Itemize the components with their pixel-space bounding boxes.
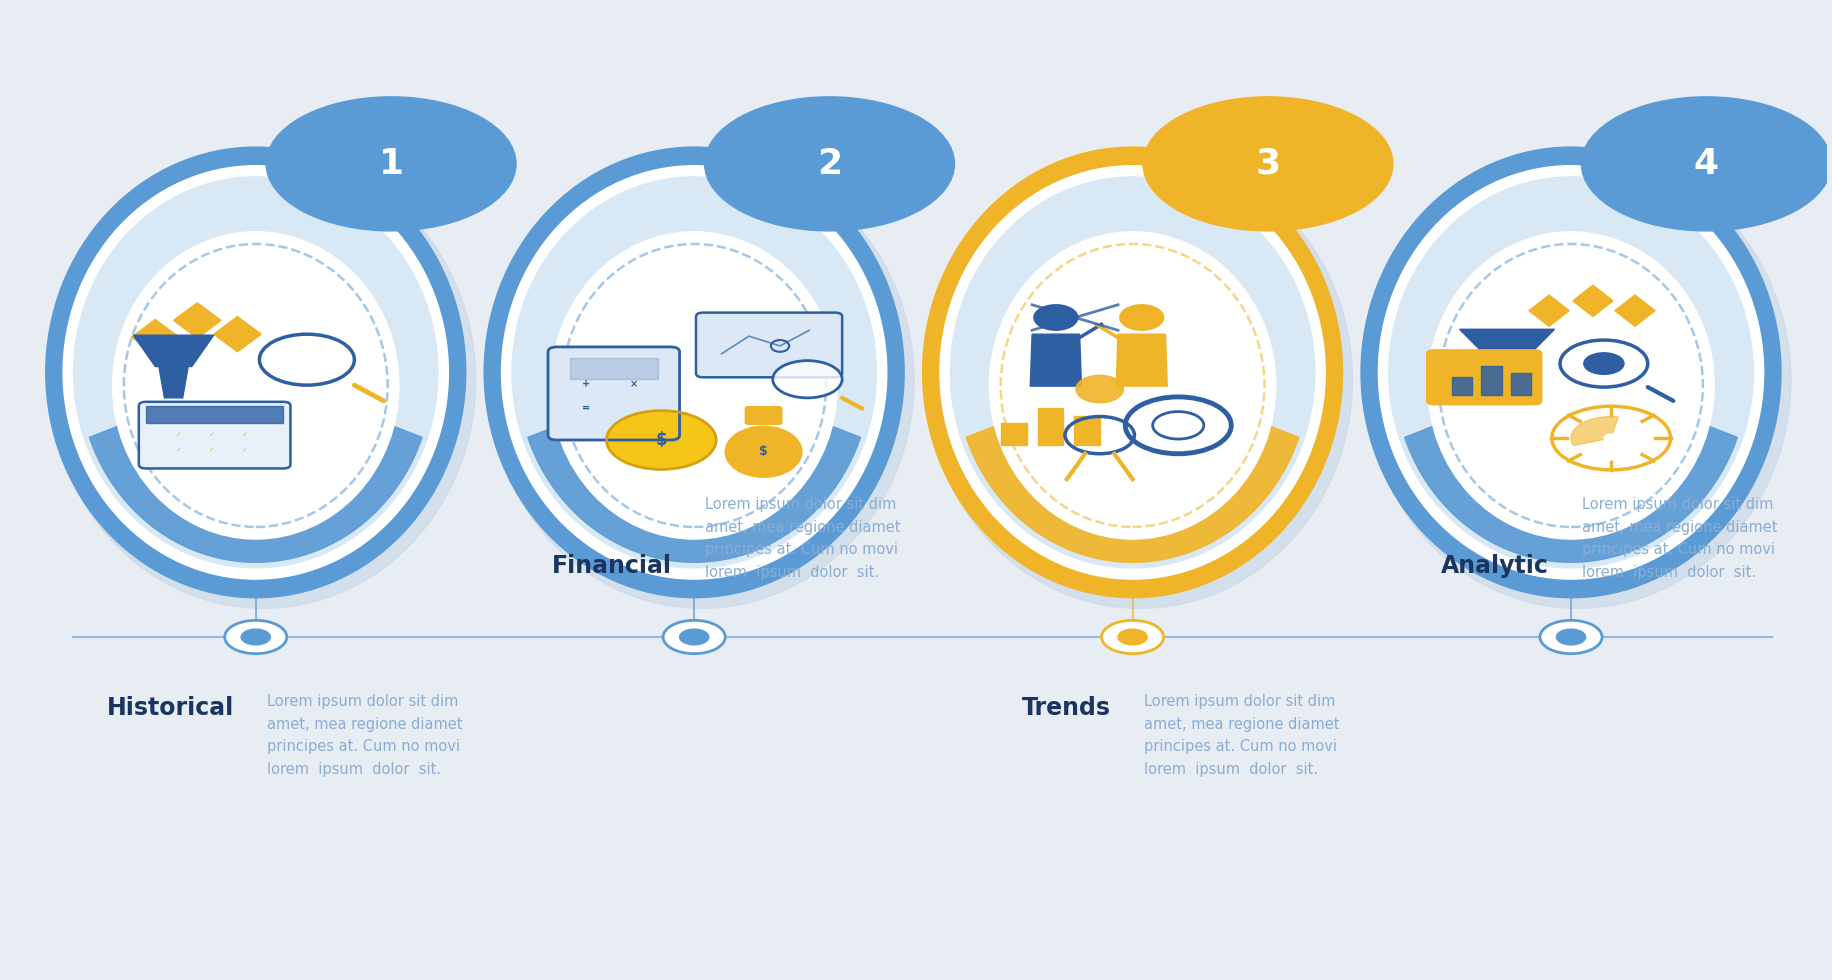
Ellipse shape (1541, 620, 1601, 654)
Text: Historical: Historical (106, 696, 234, 719)
Polygon shape (134, 335, 214, 367)
Ellipse shape (1552, 406, 1671, 470)
FancyBboxPatch shape (1453, 377, 1473, 395)
Ellipse shape (225, 620, 288, 654)
Ellipse shape (940, 166, 1325, 579)
Wedge shape (1572, 416, 1618, 446)
Ellipse shape (46, 147, 465, 598)
Ellipse shape (266, 97, 517, 231)
Text: ✓: ✓ (242, 432, 247, 438)
Ellipse shape (51, 152, 476, 609)
Ellipse shape (1075, 375, 1123, 403)
Ellipse shape (951, 177, 1315, 568)
Polygon shape (174, 303, 222, 338)
Ellipse shape (725, 426, 802, 477)
Polygon shape (1116, 334, 1167, 386)
Ellipse shape (773, 361, 843, 398)
Ellipse shape (73, 177, 438, 568)
FancyBboxPatch shape (1427, 350, 1543, 405)
Ellipse shape (551, 232, 837, 539)
Text: Trends: Trends (1022, 696, 1110, 719)
Text: +: + (583, 379, 590, 389)
Ellipse shape (1427, 232, 1715, 539)
Text: ✓: ✓ (209, 432, 214, 438)
Text: ✓: ✓ (176, 447, 181, 453)
Ellipse shape (1378, 166, 1764, 579)
Text: Analytic: Analytic (1442, 555, 1550, 578)
Ellipse shape (489, 152, 914, 609)
Ellipse shape (663, 620, 725, 654)
Polygon shape (1614, 295, 1654, 326)
Text: Lorem ipsum dolor sit dim
amet, mea regione diamet
principes at. Cum no movi
lor: Lorem ipsum dolor sit dim amet, mea regi… (1583, 497, 1777, 580)
Ellipse shape (989, 232, 1275, 539)
Ellipse shape (1557, 629, 1587, 645)
FancyBboxPatch shape (147, 406, 284, 423)
Ellipse shape (923, 147, 1343, 598)
FancyBboxPatch shape (1482, 366, 1502, 395)
Polygon shape (132, 319, 180, 355)
Text: Lorem ipsum dolor sit dim
amet, mea regione diamet
principes at. Cum no movi
lor: Lorem ipsum dolor sit dim amet, mea regi… (1143, 694, 1339, 777)
FancyBboxPatch shape (1511, 373, 1532, 395)
FancyBboxPatch shape (1074, 416, 1099, 445)
Ellipse shape (1119, 305, 1163, 330)
Text: 1: 1 (379, 147, 403, 181)
FancyBboxPatch shape (1037, 408, 1063, 445)
FancyBboxPatch shape (570, 358, 658, 379)
FancyBboxPatch shape (1000, 423, 1026, 445)
Ellipse shape (112, 232, 399, 539)
Ellipse shape (1143, 97, 1392, 231)
Ellipse shape (1118, 629, 1147, 645)
Polygon shape (159, 367, 189, 398)
Polygon shape (1405, 372, 1737, 563)
Ellipse shape (1603, 434, 1618, 442)
Polygon shape (1460, 329, 1555, 359)
Ellipse shape (1365, 152, 1792, 609)
Text: 4: 4 (1695, 147, 1718, 181)
Polygon shape (965, 372, 1299, 563)
Polygon shape (214, 317, 262, 352)
Text: =: = (583, 403, 590, 413)
Polygon shape (1574, 285, 1612, 317)
Text: $: $ (758, 445, 768, 459)
Text: $: $ (656, 431, 667, 449)
Polygon shape (528, 372, 861, 563)
FancyBboxPatch shape (548, 347, 680, 440)
Polygon shape (90, 372, 421, 563)
Text: ✓: ✓ (176, 432, 181, 438)
Ellipse shape (1581, 97, 1832, 231)
Ellipse shape (1585, 353, 1623, 374)
Text: 2: 2 (817, 147, 843, 181)
Ellipse shape (1561, 340, 1647, 387)
Ellipse shape (62, 166, 449, 579)
Polygon shape (1530, 295, 1570, 326)
Ellipse shape (927, 152, 1352, 609)
FancyBboxPatch shape (696, 313, 843, 377)
Ellipse shape (511, 177, 876, 568)
Ellipse shape (1101, 620, 1163, 654)
Text: Lorem ipsum dolor sit dim
amet, mea regione diamet
principes at. Cum no movi
lor: Lorem ipsum dolor sit dim amet, mea regi… (267, 694, 462, 777)
Text: Lorem ipsum dolor sit dim
amet, mea regione diamet
principes at. Cum no movi
lor: Lorem ipsum dolor sit dim amet, mea regi… (705, 497, 901, 580)
Ellipse shape (680, 629, 709, 645)
Text: 3: 3 (1255, 147, 1281, 181)
FancyBboxPatch shape (139, 402, 291, 468)
Ellipse shape (484, 147, 905, 598)
Ellipse shape (1152, 412, 1204, 439)
Text: ✓: ✓ (209, 447, 214, 453)
Ellipse shape (1389, 177, 1753, 568)
Ellipse shape (242, 629, 271, 645)
Text: ✓: ✓ (242, 447, 247, 453)
Polygon shape (1030, 334, 1081, 386)
Ellipse shape (705, 97, 954, 231)
Text: Financial: Financial (551, 555, 672, 578)
Ellipse shape (502, 166, 887, 579)
Text: ×: × (630, 379, 638, 389)
FancyBboxPatch shape (746, 407, 782, 424)
Polygon shape (1493, 359, 1522, 391)
Ellipse shape (1033, 305, 1077, 330)
Ellipse shape (1361, 147, 1781, 598)
Ellipse shape (606, 411, 716, 469)
